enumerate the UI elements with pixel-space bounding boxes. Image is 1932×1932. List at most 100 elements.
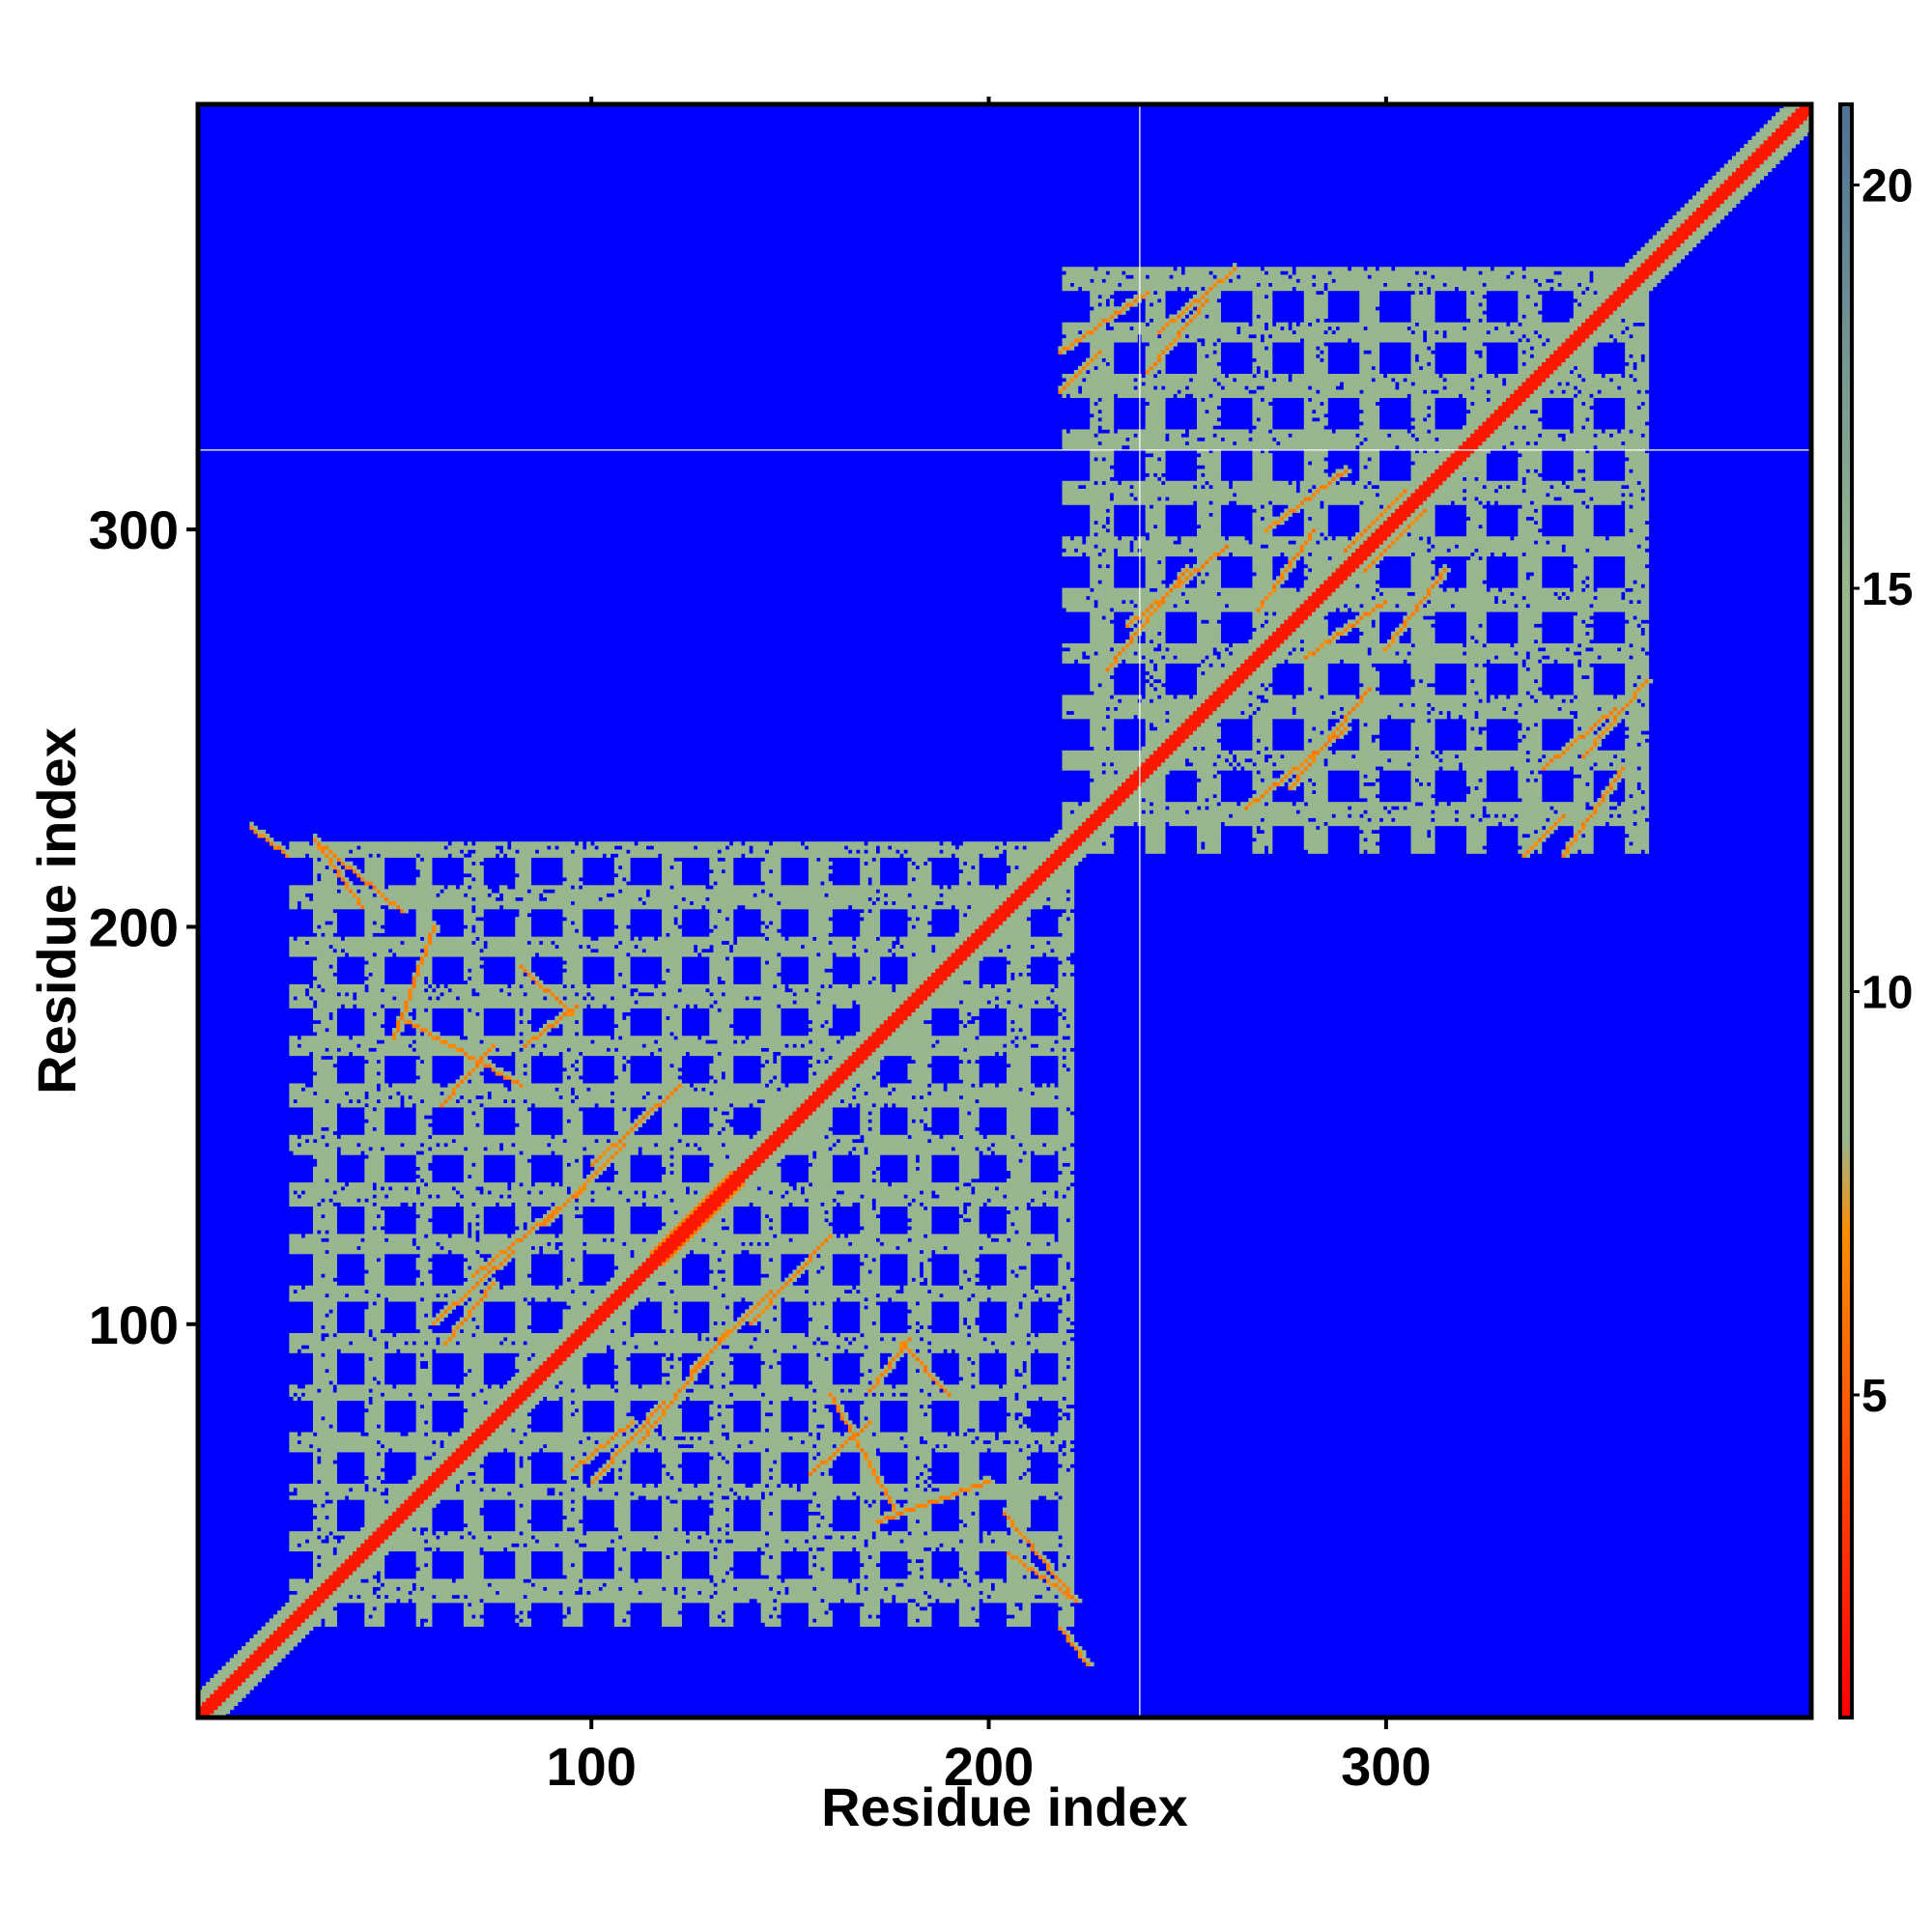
heatmap-cell <box>293 1238 297 1242</box>
heatmap-cell <box>293 1151 297 1154</box>
heatmap-cell <box>298 984 301 988</box>
heatmap-cell <box>377 1163 381 1167</box>
heatmap-cell <box>328 924 332 928</box>
heatmap-cell <box>373 1428 377 1432</box>
heatmap-cell <box>381 1416 384 1420</box>
heatmap-cell <box>364 1135 368 1139</box>
heatmap-cell <box>337 1563 341 1567</box>
heatmap-cell <box>412 849 416 853</box>
heatmap-cell <box>313 917 317 921</box>
heatmap-cell <box>317 1052 321 1056</box>
heatmap-cell <box>373 1305 377 1309</box>
heatmap-cell <box>384 1250 388 1254</box>
heatmap-cell <box>321 866 325 869</box>
heatmap-cell <box>325 1444 328 1448</box>
heatmap-cell <box>328 1408 332 1412</box>
heatmap-cell <box>364 1147 368 1151</box>
heatmap-cell <box>325 1067 328 1071</box>
heatmap-cell <box>325 1226 328 1230</box>
heatmap-cell <box>400 1488 404 1492</box>
heatmap-cell <box>325 1555 328 1559</box>
heatmap-cell <box>373 1218 377 1222</box>
heatmap-cell <box>293 1297 297 1301</box>
heatmap-cell <box>345 1333 349 1337</box>
heatmap-cell <box>373 1123 377 1127</box>
heatmap-cell <box>333 854 337 858</box>
heatmap-cell <box>353 1242 356 1246</box>
heatmap-cell <box>420 1436 424 1440</box>
heatmap-cell <box>270 1634 273 1638</box>
heatmap-cell <box>416 1318 420 1321</box>
heatmap-cell <box>384 1052 388 1056</box>
heatmap-cell <box>353 897 356 901</box>
heatmap-cell <box>416 1599 420 1603</box>
heatmap-cell <box>317 1548 321 1551</box>
heatmap-cell <box>416 1079 420 1083</box>
heatmap-cell <box>325 1428 328 1432</box>
heatmap-cell <box>202 1690 206 1693</box>
heatmap-cell <box>416 1623 420 1627</box>
heatmap-cell <box>408 1099 412 1103</box>
heatmap-cell <box>328 1175 332 1179</box>
heatmap-cell <box>321 909 325 913</box>
heatmap-cell <box>377 1405 381 1408</box>
heatmap-cell <box>404 1337 408 1341</box>
heatmap-cell <box>313 1463 317 1467</box>
heatmap-cell <box>392 1492 396 1495</box>
heatmap-cell <box>230 1686 234 1690</box>
heatmap-cell <box>428 905 432 909</box>
heatmap-cell <box>321 854 325 858</box>
heatmap-cell <box>368 960 372 964</box>
heatmap-cell <box>428 1559 432 1563</box>
heatmap-cell <box>381 952 384 956</box>
heatmap-cell <box>313 1222 317 1226</box>
heatmap-cell <box>321 1210 325 1214</box>
heatmap-cell <box>325 1258 328 1262</box>
heatmap-cell <box>321 1218 325 1222</box>
heatmap-cell <box>356 1250 360 1254</box>
heatmap-cell <box>373 1163 377 1167</box>
heatmap-cell <box>416 1484 420 1488</box>
heatmap-cell <box>377 1488 381 1492</box>
heatmap-cell <box>381 1123 384 1127</box>
heatmap-cell <box>377 952 381 956</box>
heatmap-cell <box>404 1000 408 1004</box>
heatmap-cell <box>321 1463 325 1467</box>
heatmap-cell <box>321 1436 325 1440</box>
heatmap-cell <box>373 1373 377 1377</box>
heatmap-cell <box>341 1203 345 1207</box>
heatmap-cell <box>408 1397 412 1401</box>
heatmap-cell <box>337 1393 341 1397</box>
heatmap-cell <box>317 980 321 984</box>
heatmap-cell <box>373 1265 377 1269</box>
heatmap-cell <box>328 1036 332 1039</box>
heatmap-cell <box>349 1203 353 1207</box>
heatmap-cell <box>428 1405 432 1408</box>
heatmap-cell <box>341 873 345 877</box>
heatmap-cell <box>317 1578 321 1582</box>
heatmap-cell <box>313 1567 317 1571</box>
heatmap-cell <box>321 1460 325 1463</box>
heatmap-cell <box>202 1706 206 1710</box>
heatmap-cell <box>313 1595 317 1599</box>
heatmap-cell <box>309 885 313 889</box>
heatmap-cell <box>345 1250 349 1254</box>
heatmap-cell <box>388 905 392 909</box>
heatmap-cell <box>353 1567 356 1571</box>
heatmap-cell <box>368 1535 372 1539</box>
heatmap-cell <box>381 1179 384 1182</box>
heatmap-cell <box>364 921 368 924</box>
heatmap-cell <box>392 1242 396 1246</box>
heatmap-cell <box>356 1293 360 1297</box>
heatmap-cell <box>392 1095 396 1099</box>
heatmap-cell <box>301 1333 305 1337</box>
heatmap-cell <box>368 1175 372 1179</box>
heatmap-cell <box>384 988 388 992</box>
heatmap-cell <box>432 1587 436 1591</box>
heatmap-cell <box>424 1559 428 1563</box>
heatmap-cell <box>345 881 349 885</box>
heatmap-cell <box>293 1286 297 1290</box>
heatmap-cell <box>321 984 325 988</box>
heatmap-cell <box>305 1448 309 1452</box>
heatmap-cell <box>400 1234 404 1237</box>
